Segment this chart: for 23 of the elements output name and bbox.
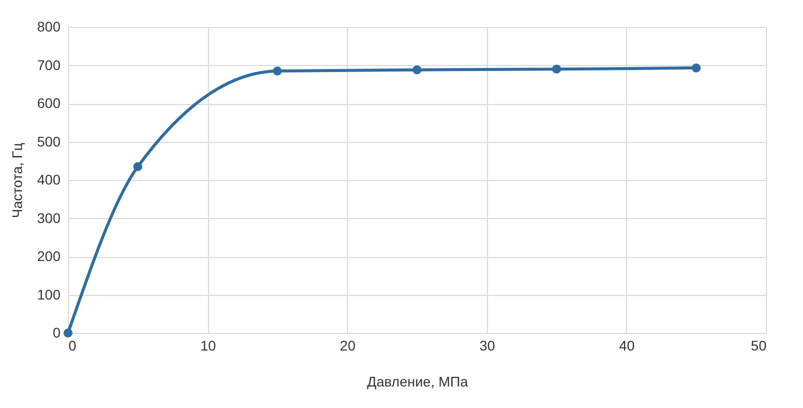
point xyxy=(133,162,142,172)
x-axis-title: Давление, МПа xyxy=(367,374,468,390)
y-tick-label: 300 xyxy=(37,210,61,226)
x-tick-label: 30 xyxy=(480,338,496,354)
point xyxy=(412,65,422,74)
y-tick-label: 0 xyxy=(52,324,61,340)
y-tick-label: 700 xyxy=(37,56,61,73)
y-tick-label: 800 xyxy=(37,18,61,34)
point xyxy=(692,63,701,72)
y-tick-label: 400 xyxy=(37,172,61,188)
y-tick-label: 500 xyxy=(37,133,61,150)
point xyxy=(272,66,282,76)
x-tick-label: 50 xyxy=(750,338,767,354)
y-axis-title: Частота, Гц xyxy=(9,142,26,218)
y-tick-label: 100 xyxy=(37,286,61,302)
point xyxy=(552,64,562,74)
y-tick-label: 600 xyxy=(37,95,61,111)
x-tick-label: 20 xyxy=(340,338,356,354)
y-tick-label: 200 xyxy=(37,248,61,264)
x-tick-label: 0 xyxy=(68,338,76,354)
point xyxy=(64,328,72,338)
x-tick-label: 10 xyxy=(200,338,216,354)
x-tick-label: 40 xyxy=(619,338,635,354)
